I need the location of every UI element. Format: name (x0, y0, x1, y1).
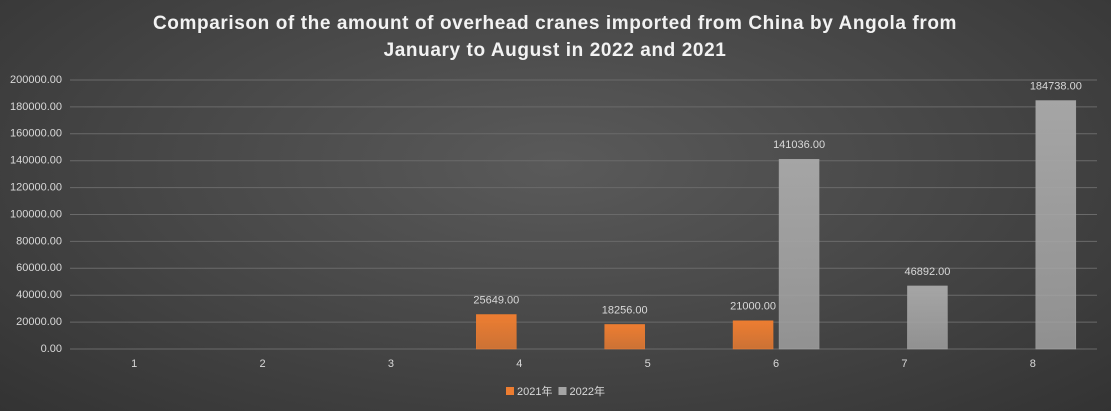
x-tick-label: 5 (645, 358, 651, 370)
data-label: 141036.00 (773, 139, 825, 151)
legend-swatch (558, 387, 567, 395)
x-tick-label: 2 (260, 358, 266, 370)
y-tick-label: 80000.00 (16, 235, 62, 247)
legend-swatch (506, 387, 514, 395)
bar (476, 314, 517, 350)
x-tick-label: 1 (131, 358, 137, 370)
bar (604, 324, 645, 350)
y-tick-label: 0.00 (41, 343, 62, 355)
x-tick-label: 7 (901, 358, 907, 370)
y-tick-label: 100000.00 (10, 208, 62, 220)
y-tick-label: 200000.00 (10, 74, 62, 86)
bar (907, 285, 948, 350)
data-label: 46892.00 (904, 266, 950, 278)
x-tick-label: 3 (388, 358, 394, 370)
bar (778, 159, 820, 350)
y-tick-label: 180000.00 (10, 101, 62, 113)
y-tick-label: 20000.00 (16, 316, 62, 328)
bar (1035, 100, 1077, 350)
bar (732, 320, 774, 350)
x-tick-label: 8 (1030, 358, 1036, 370)
legend-label: 2021年 (517, 384, 552, 398)
data-label: 21000.00 (730, 301, 776, 313)
legend-label: 2022年 (569, 384, 604, 398)
data-label: 25649.00 (473, 294, 519, 306)
data-label: 184738.00 (1030, 80, 1082, 92)
x-tick-label: 4 (516, 358, 522, 370)
data-label: 18256.00 (602, 304, 648, 316)
y-tick-label: 60000.00 (16, 262, 62, 274)
y-tick-label: 160000.00 (10, 128, 62, 140)
y-tick-label: 140000.00 (10, 155, 62, 167)
y-tick-label: 40000.00 (16, 289, 62, 301)
y-tick-label: 120000.00 (10, 182, 62, 194)
x-tick-label: 6 (773, 358, 779, 370)
chart-title: Comparison of the amount of overhead cra… (152, 13, 958, 61)
